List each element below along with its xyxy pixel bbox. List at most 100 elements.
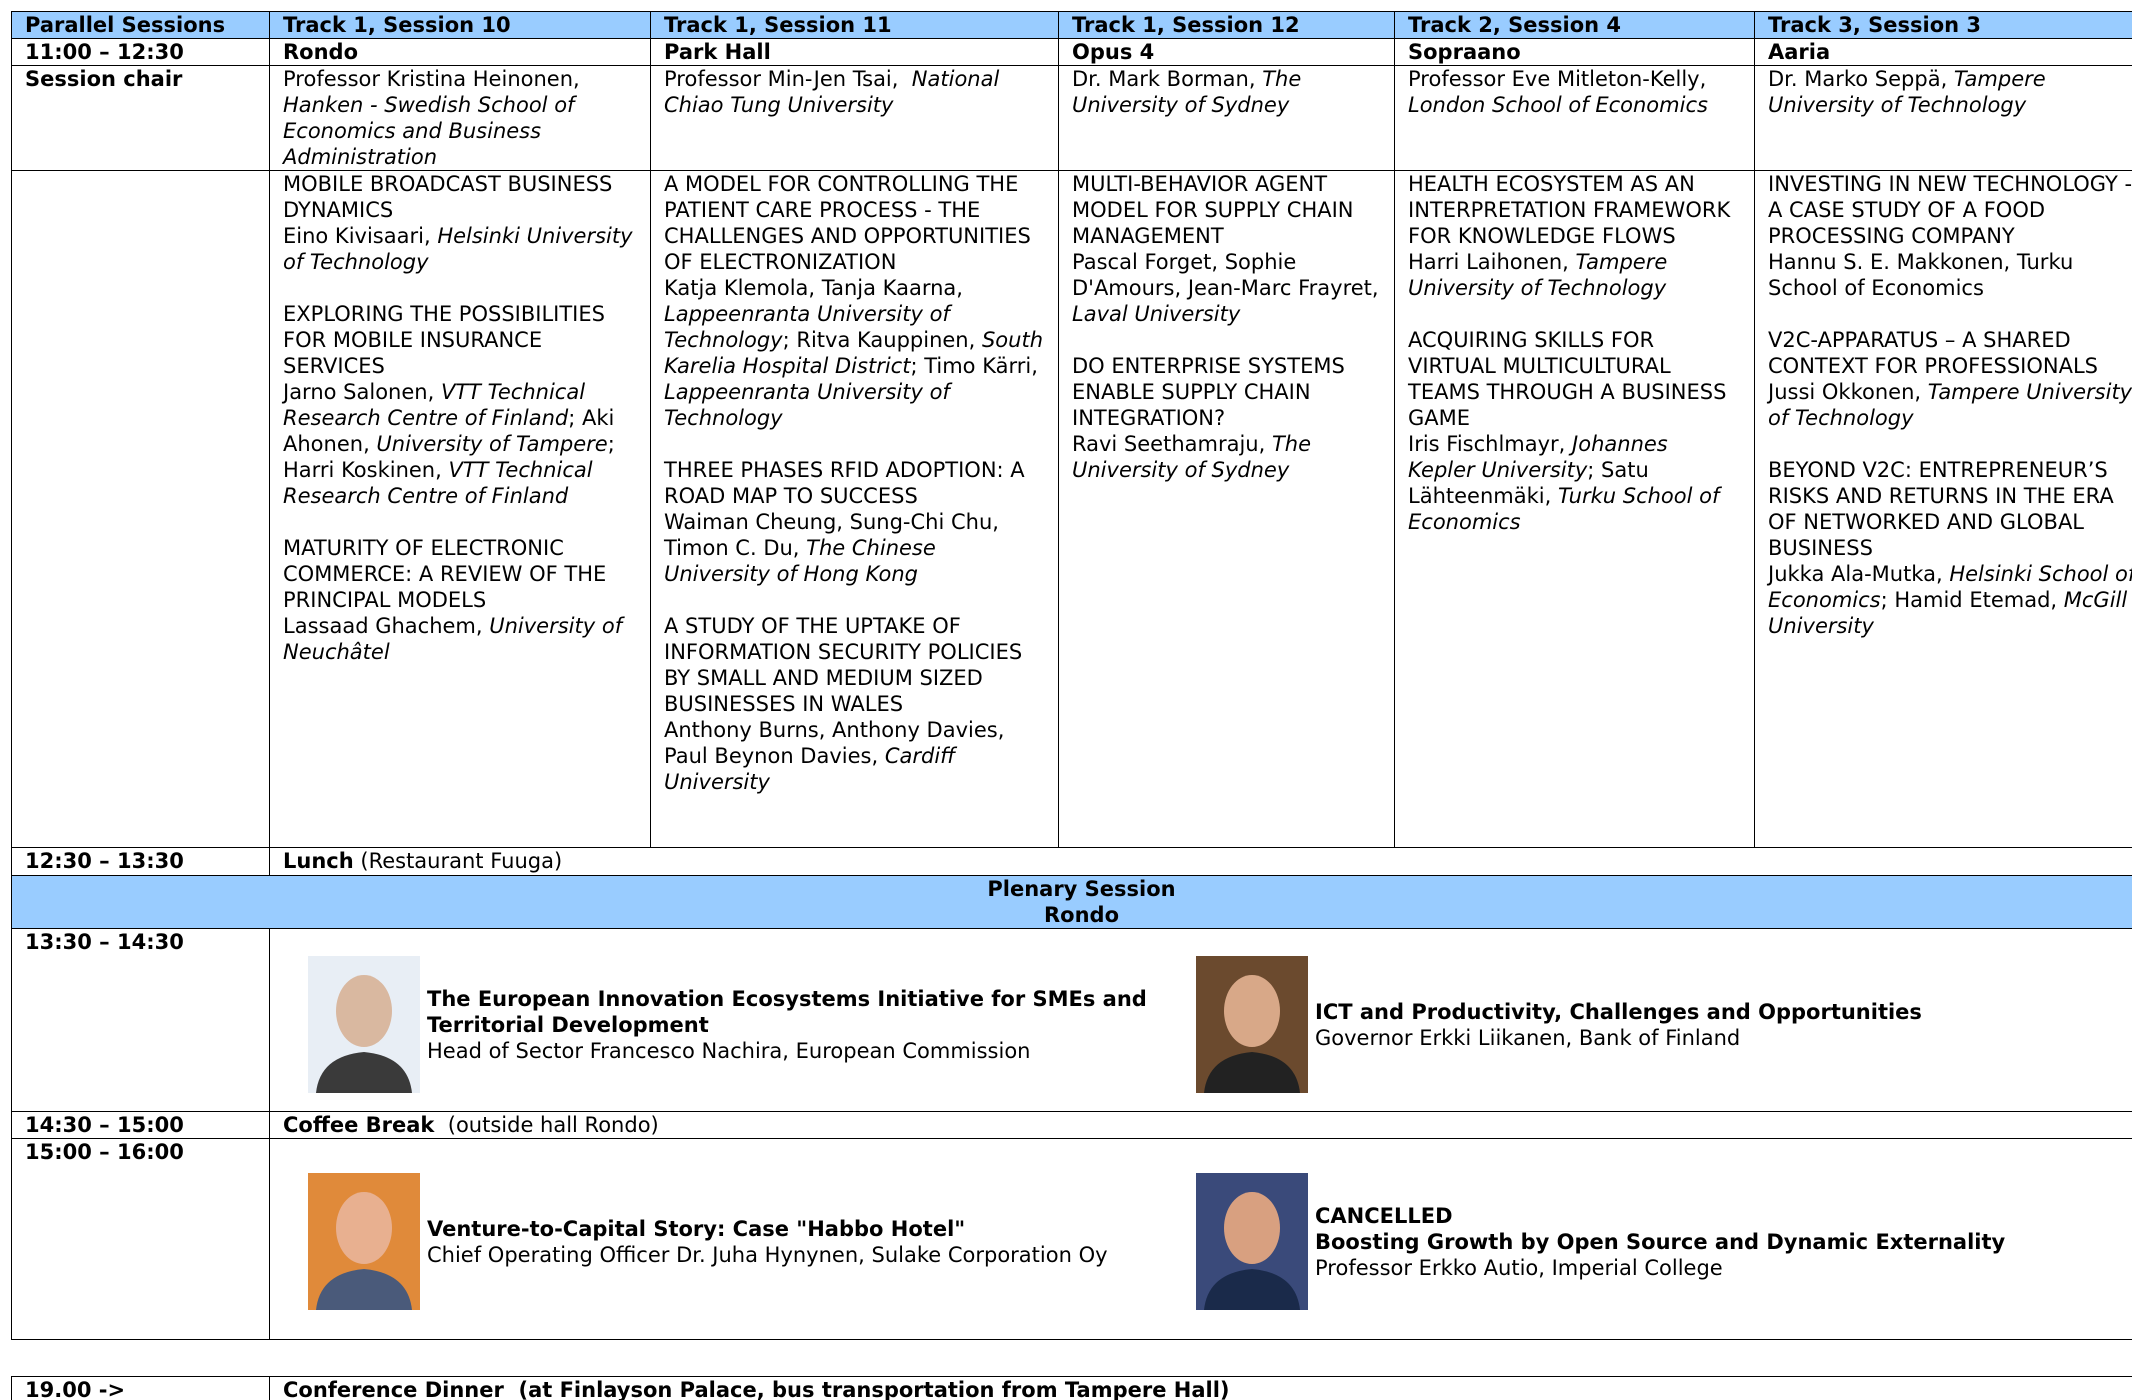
header-cell: Parallel Sessions [11,11,270,39]
text-run: Jarno Salonen, [283,380,441,404]
header-cell: Track 3, Session 3 [1754,11,2132,39]
room: Aaria [1754,38,2132,66]
talk-text: CANCELLED Boosting Growth by Open Source … [1315,1203,2005,1281]
paper: INVESTING IN NEW TECHNOLOGY - A CASE STU… [1768,172,2132,302]
authors: Ravi Seethamraju, The University of Sydn… [1072,431,1381,483]
title: Plenary Session [987,877,1176,901]
portrait [316,1192,412,1310]
text-run: Harri Laihonen, [1408,250,1576,274]
affiliation: Tampere University of Technology [1408,250,1674,300]
talk-text: Venture-to-Capital Story: Case "Habbo Ho… [427,1216,1108,1268]
rooms-row: 11:00 – 12:30 Rondo Park Hall Opus 4 Sop… [11,38,2132,66]
text-run: Iris Fischlmayr, [1408,432,1573,456]
text-run: Professor Kristina Heinonen, [283,67,587,91]
authors: Jussi Okkonen, Tampere University of Tec… [1768,379,2132,431]
papers-cell: MULTI-BEHAVIOR AGENT MODEL FOR SUPPLY CH… [1058,170,1395,848]
talk-title: Boosting Growth by Open Source and Dynam… [1315,1229,2006,1254]
affiliation: Helsinki University of Technology [283,224,640,274]
room: Opus 4 [1058,38,1395,66]
text-run: Pascal Forget, Sophie D'Amours, Jean-Mar… [1072,250,1386,300]
paper-title: DO ENTERPRISE SYSTEMS ENABLE SUPPLY CHAI… [1072,354,1352,430]
text-run: Professor Eve Mitleton-Kelly, [1408,67,1713,91]
chair: Dr. Mark Borman, The University of Sydne… [1058,65,1395,171]
photo [1196,1173,1308,1310]
affiliation: Johannes Kepler University [1408,432,1675,482]
paper: THREE PHASES RFID ADOPTION: A ROAD MAP T… [664,457,1045,587]
room: Rondo [1043,903,1119,927]
header-cell: Track 1, Session 11 [650,11,1059,39]
photo [308,956,420,1093]
plenary: Plenary Session Rondo [11,875,2132,929]
affiliation: Turku School of Economics [1408,484,1727,534]
talk: The European Innovation Ecosystems Initi… [308,956,1187,1093]
affiliation: VTT Technical Research Centre of Finland [283,458,600,508]
paper-title: V2C-APPARATUS – A SHARED CONTEXT FOR PRO… [1768,328,2099,378]
talk: Venture-to-Capital Story: Case "Habbo Ho… [308,1173,1108,1310]
header-cell: Track 2, Session 4 [1394,11,1755,39]
coffee: Coffee Break (outside hall Rondo) [269,1111,2132,1139]
affiliation: Hanken - Swedish School of Economics and… [283,93,582,169]
authors: Harri Laihonen, Tampere University of Te… [1408,249,1741,301]
paper: V2C-APPARATUS – A SHARED CONTEXT FOR PRO… [1768,327,2132,431]
text-run: Anthony Burns, Anthony Davies, Paul Beyn… [664,718,1012,768]
text-run: Professor Min-Jen Tsai, [664,67,912,91]
talks-row: 13:30 – 14:30 The European Innovation Ec… [11,928,2132,1112]
note: (outside hall Rondo) [447,1113,659,1137]
paper-title: EXPLORING THE POSSIBILITIES FOR MOBILE I… [283,302,612,378]
paper: A MODEL FOR CONTROLLING THE PATIENT CARE… [664,172,1045,432]
affiliation: Lappeenranta University of Technology [664,380,957,430]
speaker: Governor Erkki Liikanen, Bank of Finland [1315,1025,1741,1050]
paper-title: MULTI-BEHAVIOR AGENT MODEL FOR SUPPLY CH… [1072,172,1361,248]
talk-title: Venture-to-Capital Story: Case "Habbo Ho… [427,1216,966,1241]
talks: Venture-to-Capital Story: Case "Habbo Ho… [271,1140,2132,1339]
chair: Dr. Marko Seppä, Tampere University of T… [1754,65,2132,171]
paper-title: A STUDY OF THE UPTAKE OF INFORMATION SEC… [664,614,1029,716]
paper-title: A MODEL FOR CONTROLLING THE PATIENT CARE… [664,172,1038,274]
paper-title: BEYOND V2C: ENTREPRENEUR’S RISKS AND RET… [1768,458,2121,560]
affiliation: The University of Sydney [1072,432,1318,482]
room: Park Hall [650,38,1059,66]
plenary-row: Plenary Session Rondo [11,875,2132,929]
papers-cell: A MODEL FOR CONTROLLING THE PATIENT CARE… [650,170,1059,848]
affiliation: Lappeenranta University of Technology [664,302,957,352]
dinner: Conference Dinner (at Finlayson Palace, … [269,1376,2132,1400]
speaker: Chief Operating Officer Dr. Juha Hynynen… [427,1242,1108,1267]
paper-title: INVESTING IN NEW TECHNOLOGY - A CASE STU… [1768,172,2132,248]
text-run: Jussi Okkonen, [1768,380,1928,404]
paper: MATURITY OF ELECTRONIC COMMERCE: A REVIE… [283,535,637,665]
text-run: ; Satu Lähteenmäki, [1408,458,1656,508]
affiliation: Cardiff University [664,744,963,794]
talks: The European Innovation Ecosystems Initi… [271,930,2132,1111]
header-row: Parallel Sessions Track 1, Session 10 Tr… [11,11,2132,39]
affiliation: London School of Economics [1408,93,1708,117]
text-run: Lassaad Ghachem, [283,614,490,638]
text-run: Dr. Marko Seppä, [1768,67,1954,91]
paper-title: HEALTH ECOSYSTEM AS AN INTERPRETATION FR… [1408,172,1737,248]
talks-row: 15:00 – 16:00 Venture-to-Capital Story: … [11,1138,2132,1340]
time: 15:00 – 16:00 [11,1138,270,1340]
authors: Waiman Cheung, Sung-Chi Chu, Timon C. Du… [664,509,1045,587]
text-run: Eino Kivisaari, [283,224,438,248]
speaker: Head of Sector Francesco Nachira, Europe… [427,1038,1031,1063]
portrait [1204,1192,1300,1310]
time: 19.00 -> [11,1376,270,1400]
empty-cell [11,170,270,848]
room: Rondo [269,38,651,66]
paper: A STUDY OF THE UPTAKE OF INFORMATION SEC… [664,613,1045,795]
affiliation: McGill University [1768,588,2128,638]
paper: EXPLORING THE POSSIBILITIES FOR MOBILE I… [283,301,637,509]
time: 13:30 – 14:30 [11,928,270,1112]
dinner-table: 19.00 -> Conference Dinner (at Finlayson… [11,1376,2132,1400]
affiliation: South Karelia Hospital District [664,328,1050,378]
status: CANCELLED [1315,1203,1453,1228]
dinner-row: 19.00 -> Conference Dinner (at Finlayson… [11,1376,2132,1400]
affiliation: National Chiao Tung University [664,67,1006,117]
chair: Professor Min-Jen Tsai, National Chiao T… [650,65,1059,171]
authors: Katja Klemola, Tanja Kaarna, Lappeenrant… [664,275,1045,431]
talk-title: The European Innovation Ecosystems Initi… [427,986,1147,1037]
affiliation: Tampere University of Technology [1768,67,2053,117]
text-run: ; Hamid Etemad, [1880,588,2064,612]
header-cell: Track 1, Session 10 [269,11,651,39]
photo [1196,956,1308,1093]
